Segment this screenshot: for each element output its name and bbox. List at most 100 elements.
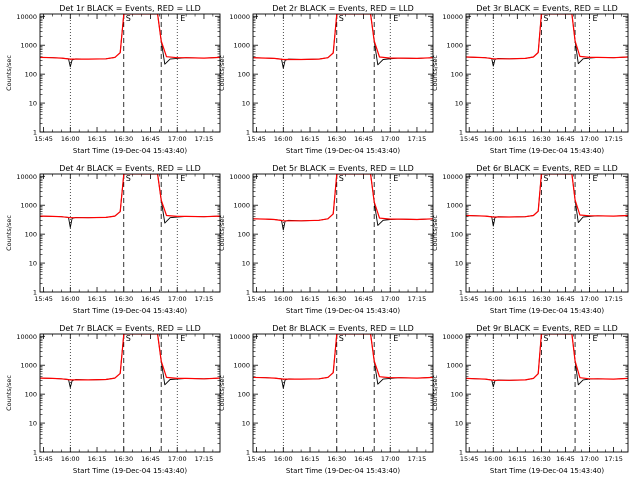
x-tick-label: 16:30: [327, 295, 346, 303]
saa-end-marker: E: [593, 14, 598, 23]
panel-title: Det 5r BLACK = Events, RED = LLD: [272, 164, 414, 173]
plot-frame: [252, 333, 434, 453]
x-tick-label: 16:15: [508, 455, 527, 463]
y-tick-label: 1000: [20, 42, 37, 50]
y-tick-label: 10000: [229, 13, 250, 21]
series-group: [466, 14, 628, 67]
x-tick-label: 17:15: [408, 295, 427, 303]
lld-series-line: [40, 14, 220, 60]
x-axis-label: Start Time (19-Dec-04 15:43:40): [286, 147, 400, 155]
x-axis-label: Start Time (19-Dec-04 15:43:40): [490, 147, 604, 155]
y-axis-label: Counts/sec: [5, 55, 13, 91]
x-tick-label: 16:45: [141, 135, 160, 143]
series-group: [40, 174, 220, 228]
x-tick-label: 17:15: [195, 135, 214, 143]
plot-frame: [465, 333, 629, 453]
x-tick-label: 17:15: [604, 455, 623, 463]
det-panel-3: Det 3r BLACK = Events, RED = LLD Counts/s…: [431, 4, 629, 155]
y-tick-label: 1000: [446, 362, 463, 370]
lld-series-line: [253, 174, 433, 222]
x-tick-label: 15:45: [34, 455, 53, 463]
y-tick-label: 10000: [16, 173, 37, 181]
saa-end-marker: E: [393, 334, 398, 343]
y-tick-label: 10: [29, 260, 37, 268]
saa-start-marker: S: [126, 14, 131, 23]
panel-title: Det 2r BLACK = Events, RED = LLD: [272, 4, 414, 13]
lld-series-line: [466, 14, 628, 60]
plot-frame: [39, 173, 221, 293]
y-axis-label: Counts/sec: [431, 55, 439, 91]
x-tick-label: 17:00: [381, 455, 400, 463]
y-tick-label: 10: [455, 260, 463, 268]
det-panel-9: Det 9r BLACK = Events, RED = LLD Counts/s…: [431, 324, 629, 475]
y-tick-label: 10000: [229, 173, 250, 181]
det-panel-1: Det 1r BLACK = Events, RED = LLD Counts/s…: [5, 4, 221, 155]
x-tick-label: 16:15: [88, 135, 107, 143]
y-tick-label: 100: [451, 391, 463, 399]
y-tick-label: 1: [246, 289, 250, 297]
series-group: [253, 14, 433, 69]
y-tick-label: 10: [242, 420, 250, 428]
y-tick-label: 1: [33, 289, 37, 297]
x-tick-label: 17:15: [408, 455, 427, 463]
x-tick-label: 17:00: [580, 295, 599, 303]
x-tick-label: 16:45: [354, 455, 373, 463]
panel-title: Det 4r BLACK = Events, RED = LLD: [59, 164, 201, 173]
x-tick-label: 17:00: [381, 135, 400, 143]
y-tick-label: 1000: [446, 42, 463, 50]
x-tick-label: 16:15: [508, 295, 527, 303]
y-tick-label: 10: [455, 100, 463, 108]
y-tick-label: 10: [242, 100, 250, 108]
lld-series-line: [253, 14, 433, 61]
plot-frame: [252, 13, 434, 133]
x-tick-label: 15:45: [247, 455, 266, 463]
saa-start-marker: S: [543, 174, 548, 183]
saa-end-marker: E: [180, 174, 185, 183]
saa-end-marker: E: [180, 14, 185, 23]
x-tick-label: 15:45: [247, 295, 266, 303]
series-group: [40, 14, 220, 68]
x-tick-label: 16:30: [532, 135, 551, 143]
x-axis-label: Start Time (19-Dec-04 15:43:40): [73, 307, 187, 315]
panel-title: Det 7r BLACK = Events, RED = LLD: [59, 324, 201, 333]
y-tick-label: 1: [246, 129, 250, 137]
x-tick-label: 16:30: [532, 455, 551, 463]
x-tick-label: 16:15: [508, 135, 527, 143]
det-panel-4: Det 4r BLACK = Events, RED = LLD Counts/s…: [5, 164, 221, 315]
x-tick-label: 17:00: [168, 455, 187, 463]
x-tick-label: 17:15: [604, 135, 623, 143]
lld-series-line: [253, 334, 433, 380]
x-tick-label: 17:00: [580, 135, 599, 143]
x-tick-label: 16:15: [301, 455, 320, 463]
x-tick-label: 16:30: [114, 455, 133, 463]
x-tick-label: 17:00: [381, 295, 400, 303]
x-tick-label: 16:30: [532, 295, 551, 303]
x-tick-label: 16:00: [274, 135, 293, 143]
y-tick-label: 1: [459, 289, 463, 297]
series-group: [466, 334, 628, 388]
x-tick-label: 16:00: [61, 135, 80, 143]
x-tick-label: 16:45: [556, 455, 575, 463]
y-tick-label: 100: [451, 71, 463, 79]
x-tick-label: 16:00: [484, 455, 503, 463]
saa-start-marker: S: [339, 334, 344, 343]
det-panel-5: Det 5r BLACK = Events, RED = LLD Counts/s…: [218, 164, 434, 315]
saa-start-marker: S: [126, 174, 131, 183]
series-group: [253, 334, 433, 389]
y-tick-label: 1000: [233, 202, 250, 210]
x-tick-label: 16:30: [114, 295, 133, 303]
saa-end-marker: E: [393, 174, 398, 183]
y-tick-label: 100: [238, 71, 250, 79]
saa-start-marker: S: [543, 334, 548, 343]
x-tick-label: 17:00: [580, 455, 599, 463]
x-tick-label: 16:45: [141, 455, 160, 463]
x-tick-label: 16:45: [141, 295, 160, 303]
lld-series-line: [466, 334, 628, 381]
y-tick-label: 1: [459, 449, 463, 457]
saa-end-marker: E: [180, 334, 185, 343]
x-tick-label: 16:00: [61, 455, 80, 463]
x-tick-label: 17:00: [168, 295, 187, 303]
panel-title: Det 8r BLACK = Events, RED = LLD: [272, 324, 414, 333]
panel-title: Det 9r BLACK = Events, RED = LLD: [476, 324, 618, 333]
y-tick-label: 100: [238, 391, 250, 399]
